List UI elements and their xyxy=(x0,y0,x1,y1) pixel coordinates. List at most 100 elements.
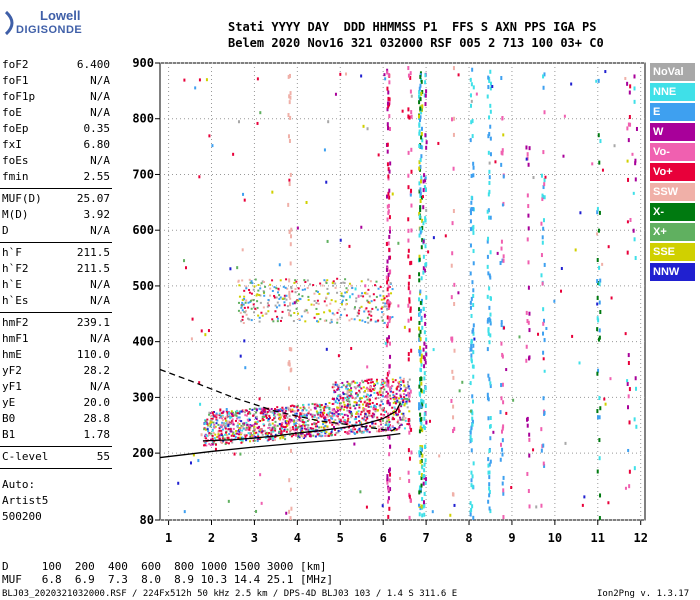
echo-point xyxy=(345,72,348,76)
echo-point xyxy=(388,188,391,193)
echo-point xyxy=(405,394,408,397)
echo-point xyxy=(400,423,403,426)
echo-point xyxy=(235,430,238,433)
echo-point xyxy=(382,409,385,412)
echo-point xyxy=(419,187,422,192)
echo-point xyxy=(527,226,530,231)
echo-point xyxy=(340,428,343,431)
echo-point xyxy=(423,185,426,190)
echo-point xyxy=(239,436,242,439)
echo-point xyxy=(353,442,356,446)
echo-point xyxy=(397,381,400,384)
echo-point xyxy=(290,227,293,232)
echo-point xyxy=(598,396,601,401)
echo-point xyxy=(276,317,279,320)
echo-point xyxy=(598,335,601,340)
echo-point xyxy=(503,326,506,330)
param-name: hmE xyxy=(2,348,22,361)
echo-point xyxy=(243,198,246,202)
echo-point xyxy=(397,427,400,430)
echo-point xyxy=(418,470,421,475)
echo-point xyxy=(306,426,309,429)
echo-point xyxy=(486,347,489,352)
echo-point xyxy=(500,150,503,155)
echo-point xyxy=(266,305,269,308)
echo-point xyxy=(380,298,383,301)
echo-point xyxy=(260,282,263,285)
echo-point xyxy=(268,416,271,419)
echo-point xyxy=(229,267,232,271)
echo-point xyxy=(470,353,473,358)
echo-point xyxy=(285,406,288,409)
echo-point xyxy=(306,419,309,422)
echo-point xyxy=(305,309,308,312)
echo-point xyxy=(364,320,367,323)
echo-point xyxy=(287,202,290,207)
echo-point xyxy=(388,80,391,85)
echo-point xyxy=(471,422,474,427)
echo-point xyxy=(382,414,385,417)
echo-point xyxy=(303,279,306,282)
echo-point xyxy=(366,365,369,369)
echo-point xyxy=(362,418,365,421)
echo-point xyxy=(542,85,545,90)
echo-point xyxy=(326,425,329,428)
echo-point xyxy=(351,396,354,399)
echo-point xyxy=(355,300,358,303)
echo-point xyxy=(220,429,223,432)
echo-point xyxy=(543,110,546,115)
echo-point xyxy=(319,404,322,407)
echo-point xyxy=(325,347,328,351)
echo-point xyxy=(525,145,528,150)
echo-point xyxy=(591,162,594,166)
echo-point xyxy=(384,430,387,433)
echo-point xyxy=(347,417,350,420)
echo-point xyxy=(238,419,241,422)
echo-point xyxy=(246,418,249,421)
echo-point xyxy=(346,404,349,407)
echo-point xyxy=(343,419,346,422)
echo-point xyxy=(347,395,350,398)
logo-text-lowell: Lowell xyxy=(40,8,81,23)
echo-point xyxy=(299,434,302,437)
echo-point xyxy=(334,381,337,384)
echo-point xyxy=(270,407,273,410)
echo-point xyxy=(233,433,236,436)
echo-point xyxy=(270,432,273,435)
echo-point xyxy=(488,482,491,487)
echo-point xyxy=(278,418,281,421)
echo-point xyxy=(404,402,407,405)
echo-point xyxy=(360,397,363,400)
echo-point xyxy=(386,217,389,222)
echo-point xyxy=(232,435,235,438)
echo-point xyxy=(627,353,630,358)
echo-point xyxy=(328,419,331,422)
echo-point xyxy=(499,261,502,266)
echo-point xyxy=(386,162,389,167)
echo-point xyxy=(527,489,530,494)
echo-point xyxy=(418,349,421,354)
echo-point xyxy=(419,412,422,417)
echo-point xyxy=(331,386,334,389)
echo-point xyxy=(189,461,192,465)
echo-point xyxy=(279,416,282,419)
echo-point xyxy=(360,410,363,413)
echo-point xyxy=(253,432,256,435)
echo-point xyxy=(422,239,425,244)
echo-point xyxy=(177,481,180,485)
y-tick-label: 200 xyxy=(132,446,154,460)
echo-point xyxy=(488,175,491,180)
echo-point xyxy=(269,438,272,441)
echo-point xyxy=(386,122,389,127)
echo-point xyxy=(501,438,504,443)
echo-point xyxy=(489,152,492,157)
echo-point xyxy=(333,386,336,389)
echo-point xyxy=(409,306,412,311)
echo-point xyxy=(388,452,391,457)
echo-point xyxy=(209,415,212,418)
echo-point xyxy=(375,295,378,298)
echo-point xyxy=(322,415,325,418)
echo-point xyxy=(294,424,297,427)
echo-point xyxy=(281,406,284,409)
echo-point xyxy=(244,366,247,370)
